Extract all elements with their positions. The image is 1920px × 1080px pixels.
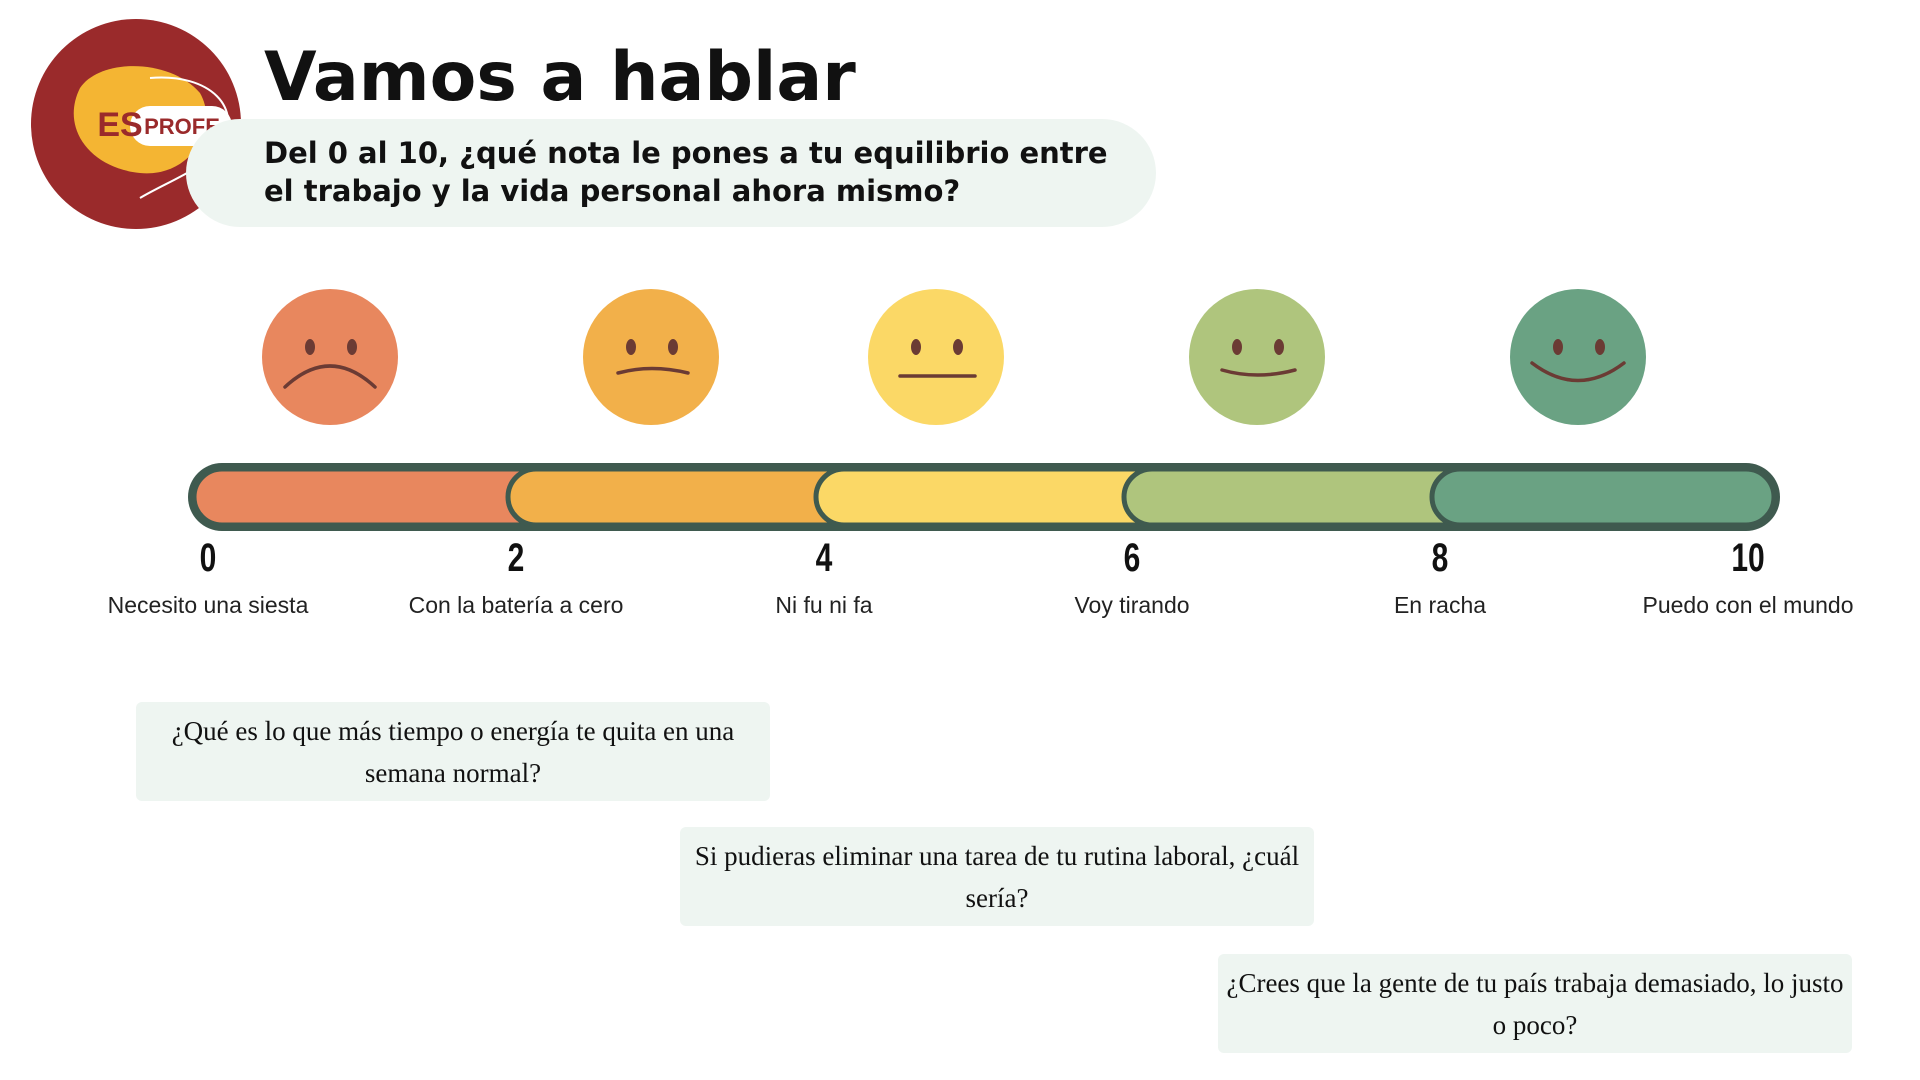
- question-box: ¿Qué es lo que más tiempo o energía te q…: [136, 702, 770, 801]
- scale: [188, 289, 1780, 531]
- tick-label: Puedo con el mundo: [1642, 592, 1854, 618]
- faces: [262, 289, 1646, 425]
- question-box: Si pudieras eliminar una tarea de tu rut…: [680, 827, 1314, 926]
- tick-number: 0: [199, 536, 217, 580]
- tick-label: Con la batería a cero: [408, 592, 624, 618]
- tick-number: 6: [1123, 536, 1141, 580]
- tick-number: 2: [507, 536, 525, 580]
- logo: ES PROFE: [31, 19, 241, 229]
- tick-number: 4: [815, 536, 833, 580]
- bar-segment: [1429, 466, 1777, 528]
- logo-es: ES: [97, 106, 142, 144]
- tick-label: Voy tirando: [1074, 592, 1190, 618]
- tick-label: En racha: [1393, 592, 1487, 618]
- question-pill: [186, 119, 1156, 227]
- scale-bar: [188, 463, 1780, 531]
- main-question: Del 0 al 10, ¿qué nota le pones a tu equ…: [264, 136, 1108, 208]
- tick-label: Necesito una siesta: [107, 592, 309, 618]
- tick-label: Ni fu ni fa: [775, 592, 873, 618]
- tick-number: 10: [1731, 536, 1765, 580]
- question-box: ¿Crees que la gente de tu país trabaja d…: [1218, 954, 1852, 1053]
- title: Vamos a hablar: [264, 38, 856, 117]
- tick-number: 8: [1431, 536, 1449, 580]
